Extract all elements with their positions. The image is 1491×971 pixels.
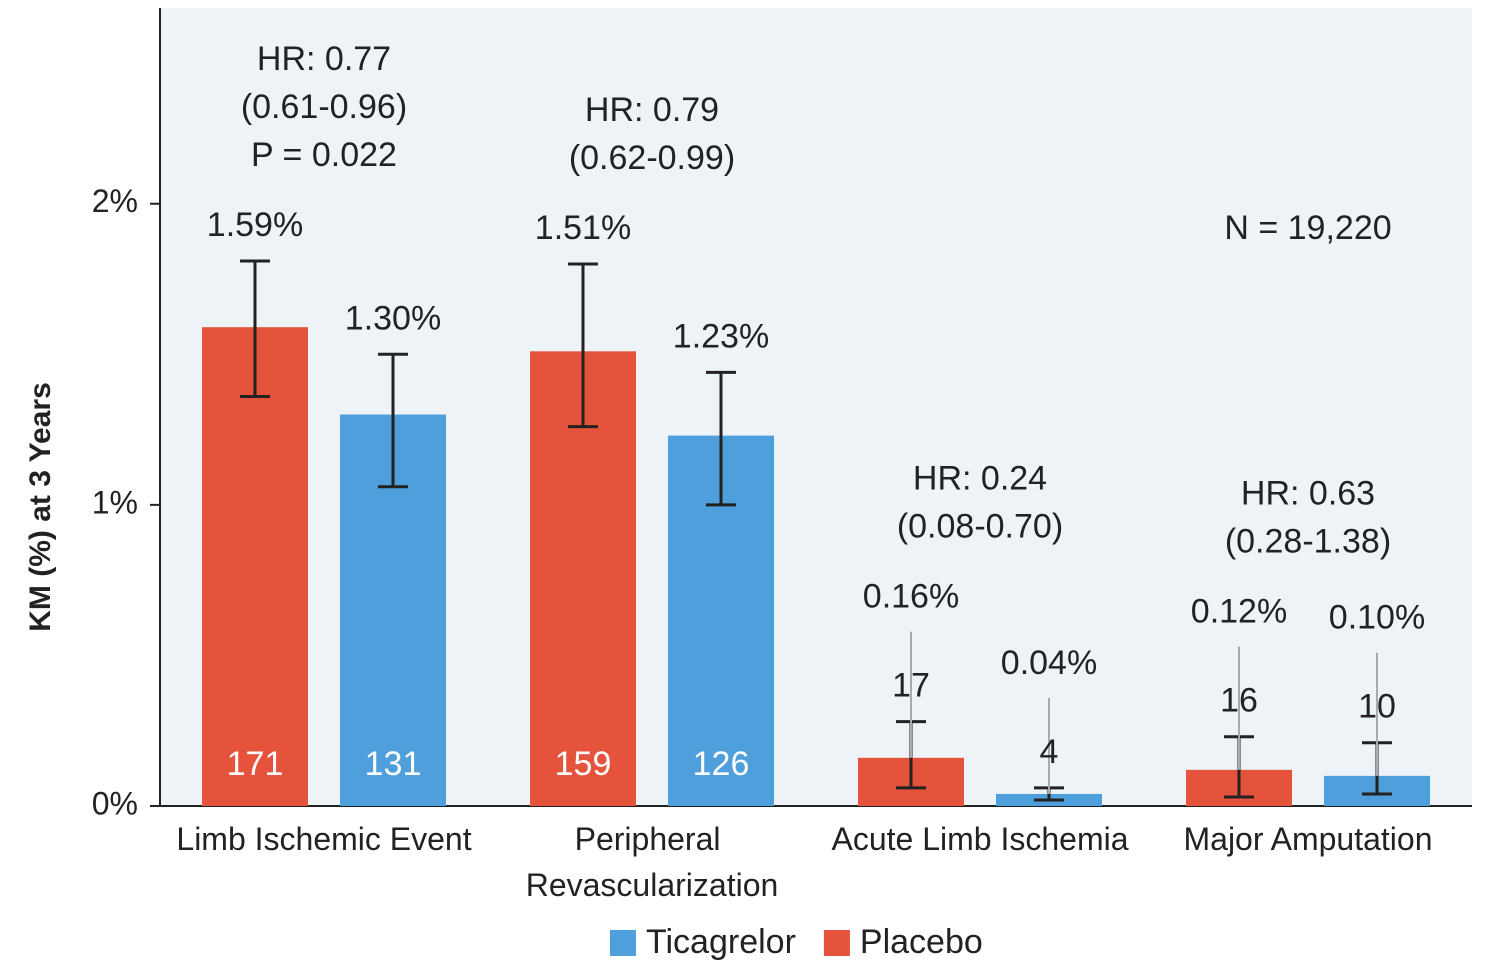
legend-swatch: [610, 930, 636, 956]
value-label: 0.12%: [1191, 593, 1287, 631]
hr-label: (0.08-0.70): [897, 508, 1063, 546]
bar: [202, 327, 308, 806]
x-tick-label: Major Amputation: [1183, 821, 1432, 857]
x-tick-label: Limb Ischemic Event: [176, 821, 471, 857]
hr-label: HR: 0.63: [1241, 475, 1375, 513]
count-label: 16: [1220, 682, 1258, 720]
x-tick-label: Acute Limb Ischemia: [831, 821, 1128, 857]
value-label: 0.10%: [1329, 599, 1425, 637]
y-axis-label: KM (%) at 3 Years: [24, 382, 57, 632]
legend-label: Ticagrelor: [646, 923, 796, 961]
y-tick-label: 1%: [92, 484, 138, 520]
hr-label: HR: 0.77: [257, 40, 391, 78]
count-label: 131: [365, 745, 422, 783]
y-tick-label: 0%: [92, 785, 138, 821]
count-label: 17: [892, 667, 930, 705]
hr-label: (0.28-1.38): [1225, 523, 1391, 561]
hr-label: HR: 0.24: [913, 460, 1047, 498]
value-label: 1.59%: [207, 206, 303, 244]
hr-label: HR: 0.79: [585, 91, 719, 129]
legend-swatch: [823, 930, 850, 956]
hr-label: (0.62-0.99): [569, 139, 735, 177]
count-label: 126: [693, 745, 750, 783]
hr-label: (0.61-0.96): [241, 88, 407, 126]
value-label: 0.04%: [1001, 644, 1097, 682]
count-label: 4: [1040, 733, 1059, 771]
value-label: 1.23%: [673, 317, 769, 355]
count-label: 171: [227, 745, 284, 783]
count-label: 10: [1358, 688, 1396, 726]
x-tick-label: Peripheral Revascularization: [526, 821, 779, 903]
legend-label: Placebo: [860, 923, 983, 961]
note: N = 19,220: [1224, 209, 1391, 247]
value-label: 1.51%: [535, 209, 631, 247]
value-label: 0.16%: [863, 578, 959, 616]
count-label: 159: [555, 745, 612, 783]
y-tick-label: 2%: [92, 183, 138, 219]
value-label: 1.30%: [345, 299, 441, 337]
hr-label: P = 0.022: [251, 136, 397, 174]
